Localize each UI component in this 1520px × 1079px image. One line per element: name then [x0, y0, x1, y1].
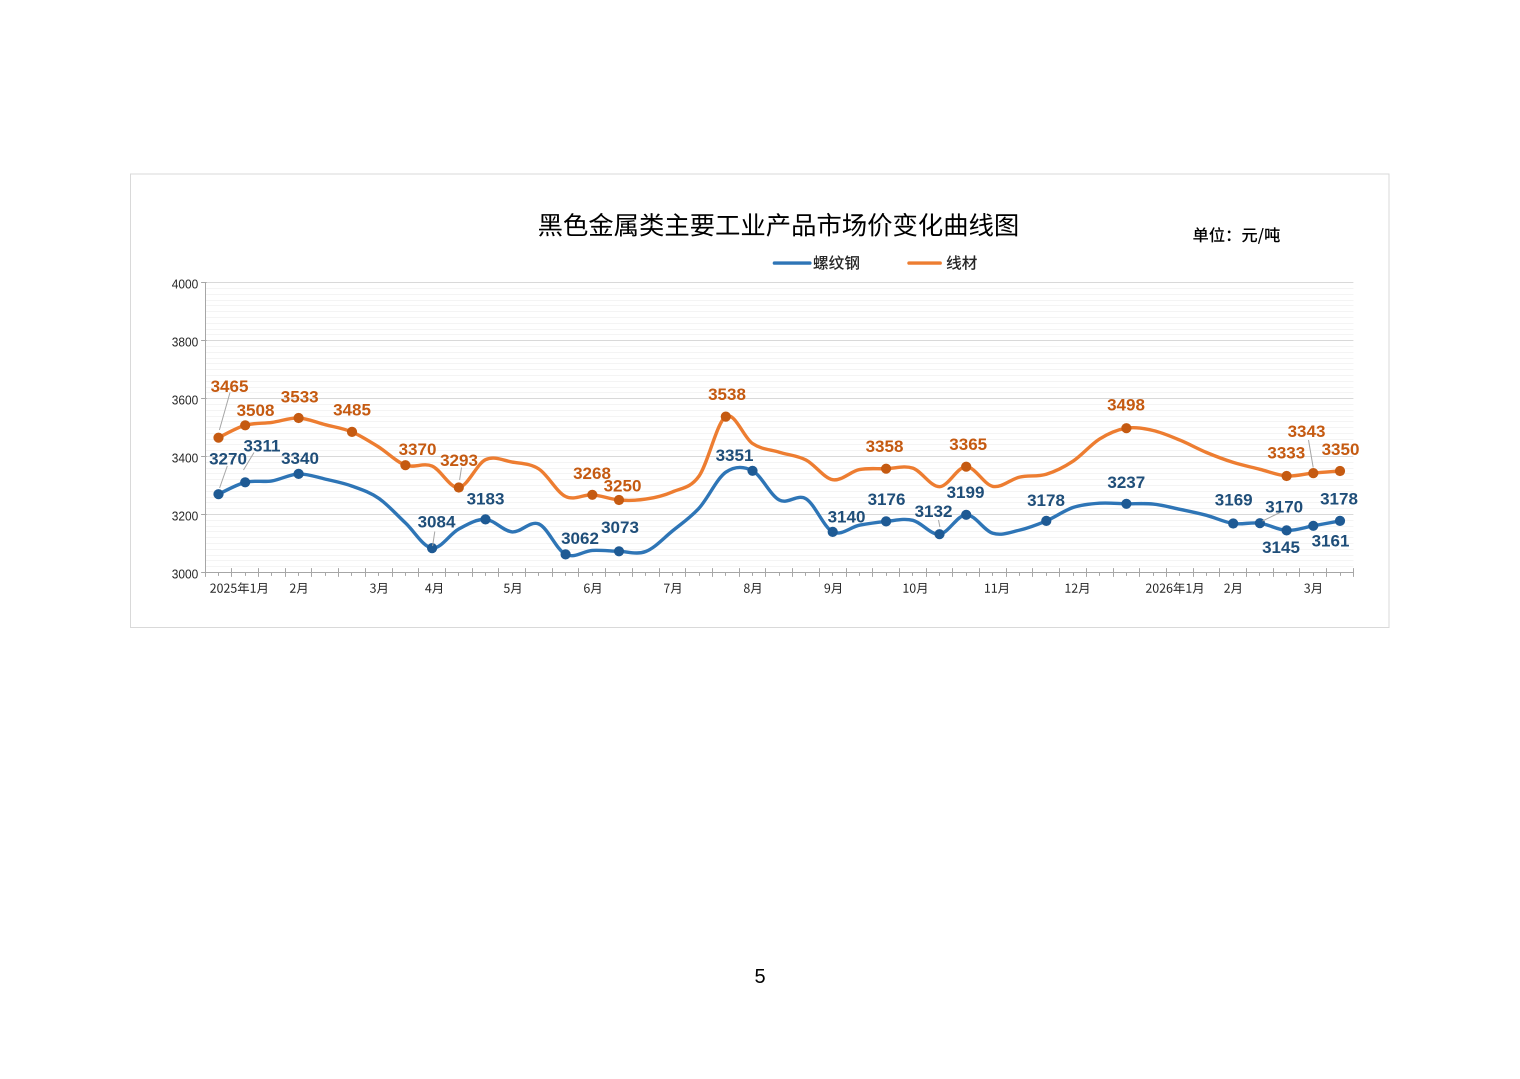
svg-text:3340: 3340 — [281, 449, 319, 468]
svg-text:3485: 3485 — [333, 401, 371, 420]
svg-text:3176: 3176 — [868, 490, 906, 509]
svg-text:3132: 3132 — [915, 502, 953, 521]
svg-text:3370: 3370 — [399, 440, 437, 459]
svg-text:4000: 4000 — [172, 277, 199, 292]
svg-text:3000: 3000 — [172, 566, 199, 581]
svg-text:3237: 3237 — [1107, 473, 1145, 492]
svg-text:3161: 3161 — [1312, 532, 1350, 551]
svg-text:3351: 3351 — [716, 446, 754, 465]
svg-text:3400: 3400 — [172, 451, 199, 466]
svg-text:3358: 3358 — [866, 437, 904, 456]
svg-text:3084: 3084 — [418, 513, 456, 532]
svg-text:3199: 3199 — [947, 483, 985, 502]
svg-text:3311: 3311 — [244, 437, 281, 456]
svg-text:3333: 3333 — [1267, 444, 1305, 463]
svg-text:3178: 3178 — [1320, 489, 1358, 508]
svg-text:3800: 3800 — [172, 335, 199, 350]
svg-text:3145: 3145 — [1262, 538, 1300, 557]
svg-text:3365: 3365 — [949, 435, 987, 454]
svg-text:3498: 3498 — [1107, 396, 1145, 415]
svg-text:3170: 3170 — [1265, 497, 1303, 516]
svg-text:3200: 3200 — [172, 508, 199, 523]
svg-text:3350: 3350 — [1322, 440, 1360, 459]
svg-text:5: 5 — [754, 966, 765, 988]
svg-text:3183: 3183 — [467, 490, 505, 509]
svg-text:3293: 3293 — [440, 451, 478, 470]
svg-text:3270: 3270 — [209, 450, 247, 469]
svg-text:3465: 3465 — [211, 377, 249, 396]
svg-text:3600: 3600 — [172, 393, 199, 408]
svg-text:3169: 3169 — [1215, 491, 1253, 510]
svg-text:3508: 3508 — [237, 401, 275, 420]
svg-text:3538: 3538 — [708, 385, 746, 404]
svg-text:3343: 3343 — [1288, 422, 1326, 441]
svg-text:3062: 3062 — [561, 529, 599, 548]
svg-text:3250: 3250 — [604, 477, 642, 496]
svg-text:3140: 3140 — [828, 508, 866, 527]
svg-text:3533: 3533 — [281, 388, 319, 407]
svg-text:3178: 3178 — [1027, 491, 1065, 510]
svg-text:3073: 3073 — [601, 518, 639, 537]
svg-text:3268: 3268 — [573, 464, 611, 483]
